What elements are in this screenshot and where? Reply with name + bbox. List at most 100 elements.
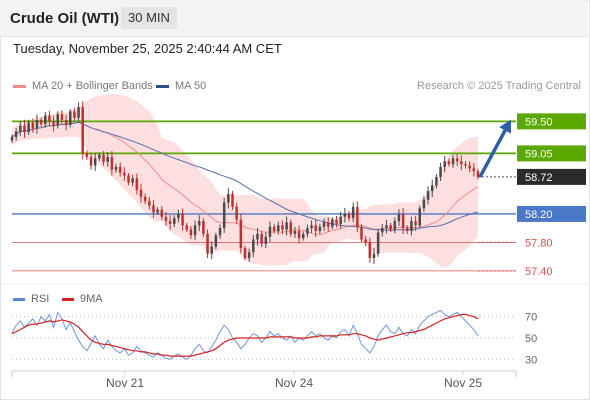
candle-body xyxy=(439,166,442,177)
candle-body xyxy=(69,111,72,125)
candle xyxy=(272,224,276,234)
candle xyxy=(302,231,305,241)
candle xyxy=(52,115,55,132)
candle-body xyxy=(227,193,230,203)
candle xyxy=(69,108,72,128)
candle-body xyxy=(56,114,60,126)
candle xyxy=(293,226,297,239)
candle xyxy=(143,193,147,205)
candle-body xyxy=(189,229,193,236)
legend-item-rsi: RSI xyxy=(13,293,49,305)
candle xyxy=(164,211,168,226)
candle xyxy=(27,119,30,136)
credit-text: Research © 2025 Trading Central xyxy=(416,80,581,92)
candle xyxy=(35,114,39,134)
candle-body xyxy=(476,171,480,177)
candle-body xyxy=(131,178,134,183)
rsi-series-rsi xyxy=(11,309,479,360)
candle xyxy=(326,217,330,233)
candle-body xyxy=(118,166,122,173)
candle-body xyxy=(23,125,26,133)
candle-body xyxy=(44,115,47,125)
x-tick-label: Nov 24 xyxy=(275,376,313,390)
legend-label: RSI xyxy=(31,293,50,305)
candle-body xyxy=(27,122,30,133)
candle-body xyxy=(52,121,55,126)
candle-body xyxy=(143,196,147,202)
ma50-line xyxy=(11,121,479,231)
candle-body xyxy=(277,225,280,232)
candle-body xyxy=(231,193,234,207)
candle xyxy=(60,110,64,125)
candle xyxy=(106,152,109,167)
legend-label: 9MA xyxy=(80,293,103,305)
candle xyxy=(127,172,130,186)
candle-body xyxy=(239,219,243,249)
level-tag-bg xyxy=(517,113,586,130)
candle xyxy=(347,210,351,222)
candle-body xyxy=(414,221,417,226)
candle-body xyxy=(202,221,205,234)
candle-body xyxy=(343,213,347,217)
candle-body xyxy=(331,219,334,227)
candle-body xyxy=(152,205,155,213)
candle-body xyxy=(372,253,376,259)
candle xyxy=(189,225,193,239)
candle-body xyxy=(302,233,305,239)
candle xyxy=(268,221,272,243)
candle xyxy=(397,209,401,226)
candle-body xyxy=(418,208,421,226)
rsi-tick-label: 30 xyxy=(525,354,537,366)
candle-body xyxy=(148,201,151,206)
candle-body xyxy=(318,226,322,232)
candle xyxy=(210,241,213,260)
candle xyxy=(439,162,442,182)
timeframe-button[interactable]: 30 MIN xyxy=(121,7,177,29)
candle-body xyxy=(306,228,309,234)
candle xyxy=(343,208,347,223)
candle xyxy=(426,186,430,205)
level-tag-text: 58.20 xyxy=(525,209,553,221)
candle-body xyxy=(264,236,268,244)
level-tag-59.05: 59.05 xyxy=(517,145,586,162)
candle xyxy=(310,220,313,233)
candle-body xyxy=(135,178,139,190)
candle xyxy=(19,120,22,137)
candle-body xyxy=(64,119,68,125)
candle xyxy=(102,151,105,166)
level-tag-bg xyxy=(517,205,586,222)
candle xyxy=(389,222,392,233)
candle-body xyxy=(168,221,172,224)
candle xyxy=(476,168,480,180)
price-plot-area xyxy=(10,94,516,272)
legend-item-9ma: 9MA xyxy=(62,293,103,305)
candle-body xyxy=(326,222,330,227)
candle xyxy=(93,153,97,171)
candle xyxy=(114,163,118,173)
rsi-tick-label: 70 xyxy=(525,312,537,324)
candle xyxy=(472,163,476,177)
candle xyxy=(468,161,471,173)
candle-body xyxy=(285,222,288,230)
candle-body xyxy=(389,225,392,230)
candle xyxy=(118,162,122,177)
candle-body xyxy=(297,231,301,239)
candle xyxy=(435,173,438,189)
candle xyxy=(23,119,26,138)
chart-header xyxy=(0,0,588,37)
candle-body xyxy=(252,239,255,253)
candle xyxy=(231,190,234,210)
candle xyxy=(406,225,409,235)
candle xyxy=(152,200,155,218)
candle-body xyxy=(368,242,372,259)
candle-body xyxy=(214,235,218,247)
candle-body xyxy=(177,213,180,219)
candle xyxy=(214,232,218,250)
candle xyxy=(243,245,247,261)
candle xyxy=(447,158,451,167)
candle xyxy=(281,220,284,235)
candle xyxy=(227,188,230,209)
candle-body xyxy=(335,219,338,224)
candle xyxy=(372,247,376,264)
